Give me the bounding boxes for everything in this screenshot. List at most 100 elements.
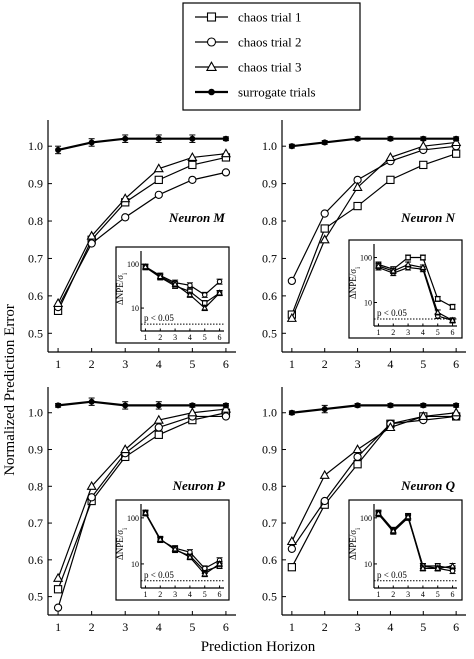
inset-y-tick-label: 10	[364, 560, 372, 569]
inset-series-line	[144, 512, 220, 575]
x-tick-label: 5	[189, 357, 195, 371]
series-line	[57, 137, 226, 152]
p-value-label: p < 0.05	[144, 313, 174, 323]
legend-entry: surrogate trials	[195, 85, 316, 100]
y-tick-label: 1.0	[262, 139, 277, 153]
legend-entry: chaos trial 2	[195, 35, 302, 50]
inset-data-point	[434, 308, 442, 315]
x-tick-label: 2	[89, 357, 95, 371]
inset-x-tick-label: 4	[421, 328, 425, 337]
x-tick-label: 6	[453, 620, 459, 634]
x-tick-label: 4	[387, 620, 393, 634]
inset-data-point	[201, 292, 208, 298]
inset-y-tick-label: 10	[364, 298, 372, 307]
panel-title: Neuron M	[168, 210, 225, 225]
data-point	[154, 430, 163, 439]
legend-marker	[206, 37, 217, 47]
series-chaos-trial-2	[53, 168, 231, 312]
data-point	[288, 143, 295, 150]
inset-data-point	[187, 282, 193, 289]
series-line	[57, 171, 227, 308]
x-tick-label: 3	[355, 357, 361, 371]
inset-data-point	[216, 278, 223, 285]
chart-panel: 1 2 3 4 5 6 0.5 0.6 0.7 0.8 0.9 1.0 Neuron N 1 2 3 4 5 6 10…	[262, 120, 466, 371]
data-point	[352, 444, 363, 454]
data-point	[153, 163, 164, 173]
inset-x-tick-label: 1	[143, 590, 147, 599]
data-point	[387, 135, 394, 142]
x-tick-label: 3	[122, 620, 128, 634]
data-point	[385, 151, 396, 162]
y-tick-label: 0.6	[262, 553, 277, 567]
y-tick-label: 0.6	[28, 553, 43, 567]
inset-y-tick-label: 100	[360, 514, 372, 523]
series-line	[291, 412, 457, 542]
inset-data-point	[419, 564, 427, 571]
y-tick-label: 0.6	[262, 289, 277, 303]
data-point	[420, 402, 427, 409]
inset-data-point	[404, 260, 412, 267]
x-tick-label: 2	[322, 620, 328, 634]
legend-entry: chaos trial 3	[195, 60, 302, 75]
inset-x-tick-label: 6	[218, 590, 222, 599]
x-tick-label: 6	[223, 620, 229, 634]
data-point	[220, 403, 232, 413]
inset-x-tick-label: 2	[158, 590, 162, 599]
x-tick-label: 3	[355, 620, 361, 634]
inset-data-point	[141, 509, 149, 516]
series-line	[57, 415, 226, 608]
data-point	[153, 414, 164, 424]
series-line	[291, 415, 457, 550]
inset-x-tick-label: 5	[203, 590, 207, 599]
inset-data-point	[449, 316, 457, 323]
data-point	[451, 407, 462, 417]
series-surrogate-trials	[288, 402, 460, 416]
data-point	[319, 469, 330, 479]
inset-data-point	[216, 289, 224, 296]
series-chaos-trial-3	[52, 148, 232, 307]
data-point	[353, 460, 362, 469]
inset-x-tick-label: 5	[436, 328, 440, 337]
y-tick-label: 0.5	[28, 590, 43, 604]
panel-title: Neuron P	[172, 478, 226, 493]
data-point	[187, 407, 198, 417]
data-point	[55, 146, 62, 153]
inset-x-tick-label: 3	[173, 333, 177, 342]
inset-x-tick-label: 2	[391, 590, 395, 599]
data-point	[453, 135, 460, 142]
x-tick-label: 1	[289, 357, 295, 371]
inset-series-chaos-trial-3	[141, 263, 224, 312]
series-chaos-trial-3	[286, 137, 462, 322]
series-chaos-trial-3	[286, 407, 462, 546]
series-line	[291, 404, 457, 414]
y-axis-label: Normalized Prediction Error	[2, 304, 18, 476]
data-point	[188, 160, 197, 170]
inset-x-tick-label: 4	[421, 590, 425, 599]
y-tick-label: 0.5	[262, 326, 277, 340]
inset-x-tick-label: 5	[203, 333, 207, 342]
data-point	[320, 496, 329, 506]
inset-x-tick-label: 5	[436, 590, 440, 599]
data-point	[353, 452, 362, 462]
series-line	[291, 415, 457, 568]
data-point	[122, 135, 129, 142]
y-tick-label: 0.9	[28, 177, 43, 191]
x-tick-label: 6	[453, 357, 459, 371]
y-tick-label: 0.8	[262, 479, 277, 493]
data-point	[154, 190, 163, 199]
inset-x-tick-label: 3	[406, 328, 410, 337]
data-point	[420, 135, 427, 142]
y-tick-label: 0.5	[262, 590, 277, 604]
y-tick-label: 0.7	[28, 251, 43, 265]
data-point	[155, 135, 162, 142]
data-point	[155, 402, 162, 409]
y-tick-label: 0.9	[262, 177, 277, 191]
data-point	[353, 201, 362, 211]
inset-x-tick-label: 4	[188, 333, 192, 342]
y-tick-label: 1.0	[28, 406, 43, 420]
inset-data-point	[186, 553, 194, 560]
data-point	[53, 603, 63, 612]
data-point	[187, 151, 198, 162]
legend: chaos trial 1 chaos trial 2 chaos trial 3 s…	[182, 2, 361, 111]
